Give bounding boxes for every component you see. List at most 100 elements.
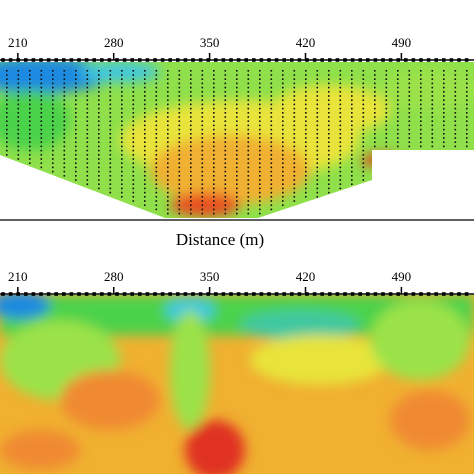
point (63, 99, 66, 101)
point (144, 116, 146, 118)
point (247, 191, 250, 194)
point (17, 107, 20, 110)
point (213, 107, 215, 110)
point (86, 91, 89, 93)
point (282, 166, 284, 169)
point (293, 141, 296, 143)
point (316, 187, 319, 190)
point (339, 149, 342, 152)
point (431, 82, 434, 85)
point (178, 112, 181, 114)
point (328, 91, 330, 93)
point (109, 133, 112, 135)
point (29, 86, 31, 89)
point (178, 91, 181, 93)
electrode (214, 58, 218, 62)
point (236, 158, 238, 160)
point (339, 183, 342, 185)
electrode (442, 58, 446, 62)
point (454, 95, 457, 97)
point (6, 70, 8, 72)
point (86, 78, 89, 80)
point (213, 183, 215, 185)
point (167, 99, 169, 101)
point (328, 191, 330, 194)
point (408, 116, 411, 118)
point (109, 99, 112, 101)
point (351, 162, 353, 164)
point (351, 70, 353, 72)
point (408, 86, 411, 89)
point (155, 133, 158, 135)
point (190, 179, 192, 181)
electrode (358, 58, 362, 62)
point (63, 103, 66, 106)
point (247, 137, 250, 139)
point (408, 74, 411, 76)
point (40, 116, 43, 118)
point (397, 128, 399, 131)
point (29, 103, 31, 106)
electrode (107, 292, 112, 296)
point (75, 137, 77, 139)
point (443, 103, 445, 106)
point (98, 141, 100, 143)
point (305, 124, 307, 127)
point (270, 170, 273, 173)
point (270, 145, 273, 148)
point (397, 70, 399, 72)
point (270, 74, 273, 76)
point (339, 120, 342, 122)
point (132, 187, 135, 190)
point (408, 78, 411, 80)
point (362, 141, 365, 143)
point (374, 133, 376, 135)
point (385, 120, 388, 122)
point (132, 70, 135, 72)
point (236, 107, 238, 110)
point (247, 107, 250, 110)
point (190, 187, 192, 190)
point (121, 124, 123, 127)
electrode (396, 58, 400, 62)
point (259, 70, 261, 72)
electrode (434, 292, 438, 296)
point (397, 107, 399, 110)
point (40, 70, 43, 72)
point (52, 99, 54, 101)
point (201, 183, 204, 185)
point (259, 166, 261, 169)
point (236, 133, 238, 135)
point (29, 91, 31, 93)
point (178, 128, 181, 131)
point (213, 208, 215, 211)
point (190, 196, 192, 198)
point (167, 187, 169, 190)
point (178, 158, 181, 160)
point (431, 95, 434, 97)
point (339, 137, 342, 139)
electrode (153, 292, 157, 296)
point (282, 204, 284, 206)
point (167, 82, 169, 85)
point (190, 82, 192, 85)
point (454, 133, 457, 135)
point (17, 120, 20, 122)
point (328, 145, 330, 148)
point (397, 145, 399, 148)
point (178, 99, 181, 101)
point (144, 166, 146, 169)
point (259, 128, 261, 131)
point (6, 154, 8, 156)
point (408, 128, 411, 131)
point (132, 103, 135, 106)
point (351, 141, 353, 143)
point (385, 137, 388, 139)
point (63, 166, 66, 169)
point (431, 99, 434, 101)
point (121, 107, 123, 110)
point (454, 74, 457, 76)
point (144, 175, 146, 177)
electrode (153, 58, 157, 62)
point (52, 70, 54, 72)
